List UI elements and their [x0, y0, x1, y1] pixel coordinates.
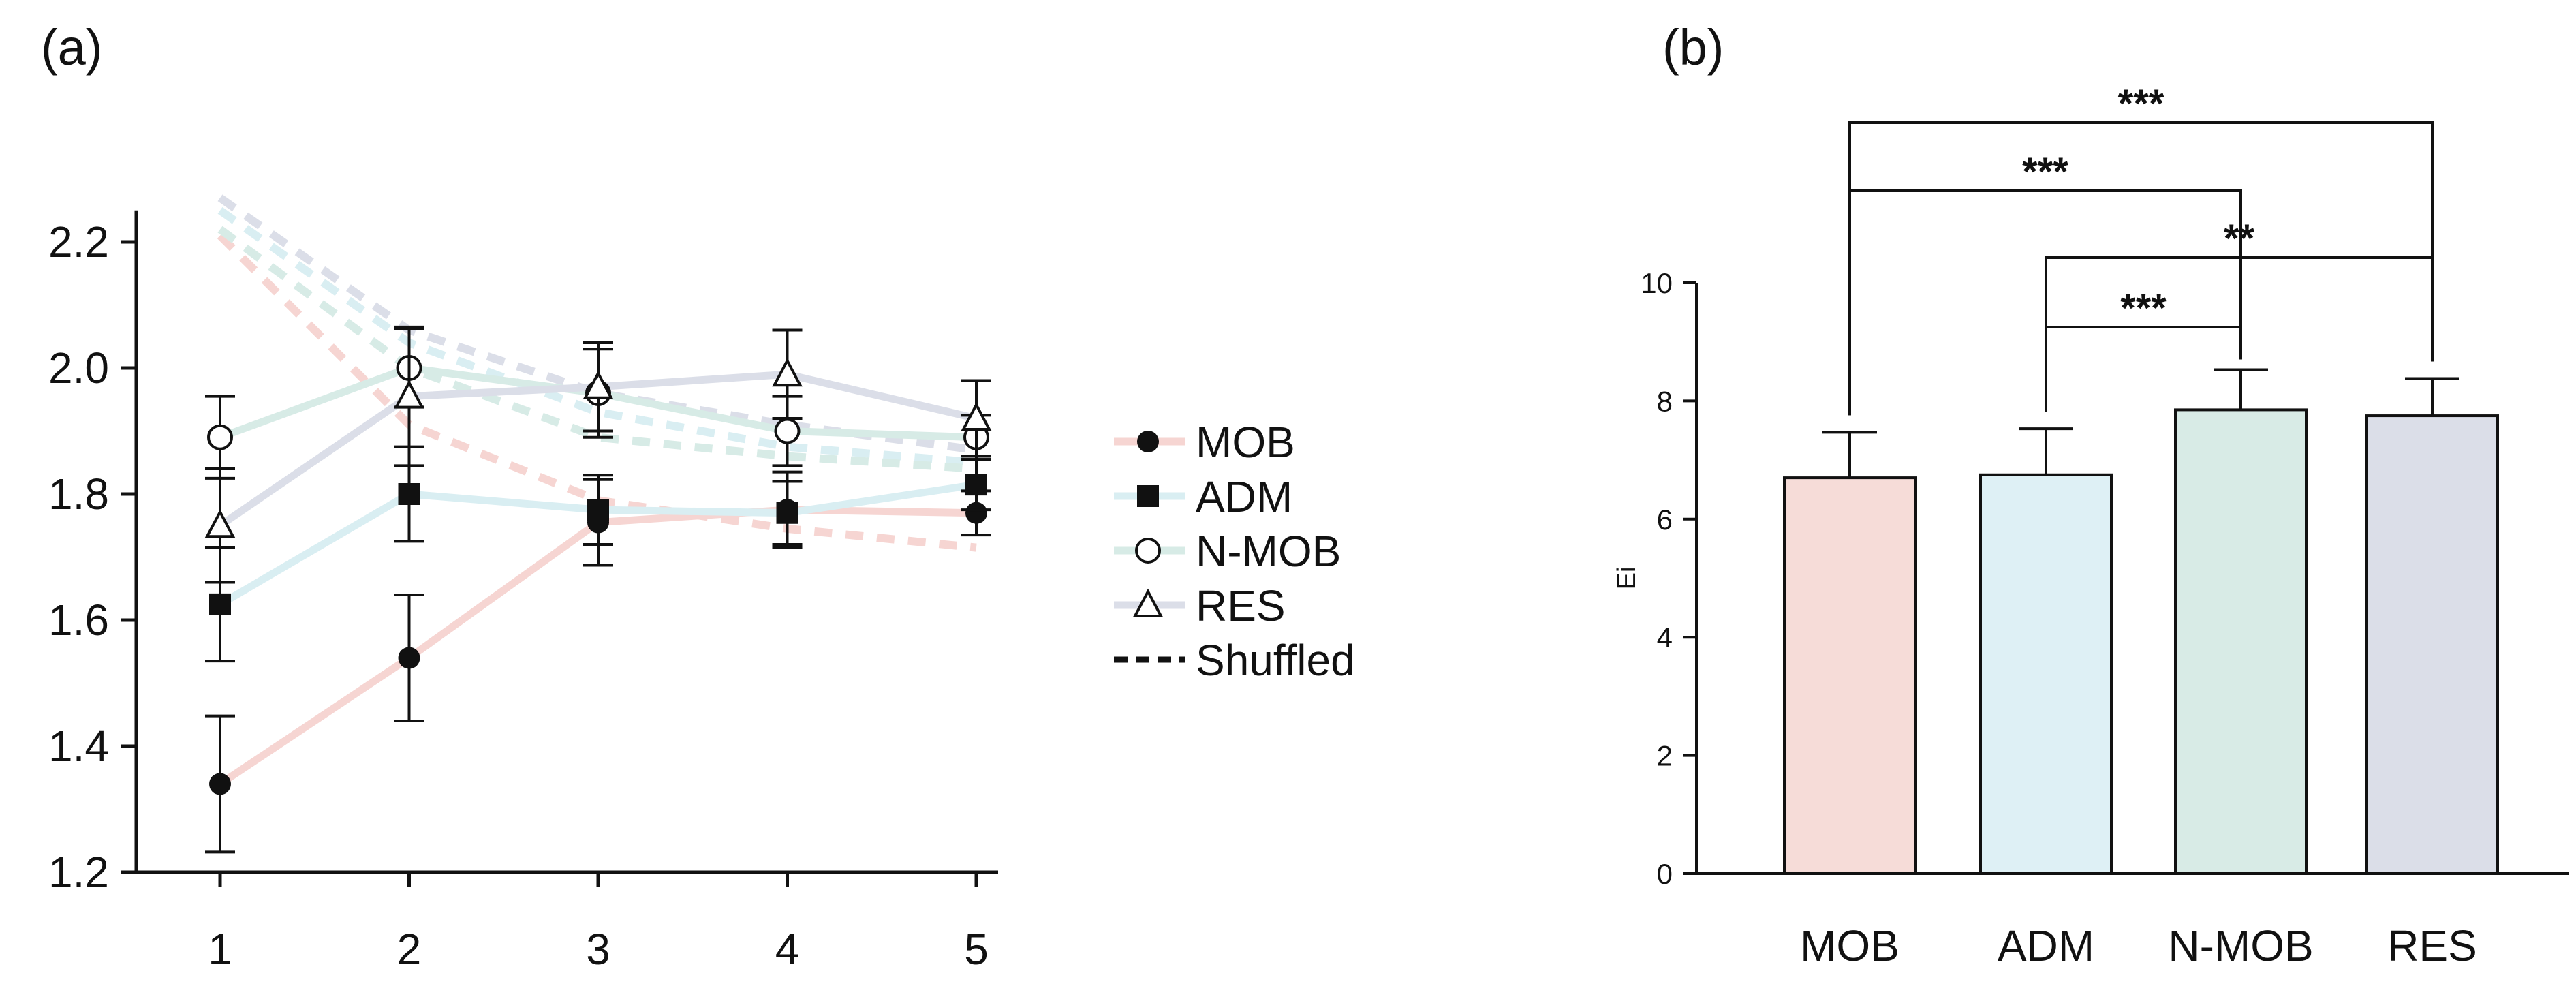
- y-tick-label: 0: [1657, 858, 1673, 890]
- legend-marker-adm: [1137, 485, 1159, 507]
- legend-marker-mob: [1137, 431, 1159, 452]
- data-point-res-5: [961, 401, 992, 431]
- significance-label: ***: [2022, 150, 2068, 194]
- data-point-adm-1: [209, 593, 231, 615]
- y-tick-label: 8: [1657, 385, 1673, 417]
- y-axis-label: Ei: [1613, 567, 1641, 590]
- bar-n-mob: [2174, 408, 2308, 875]
- x-tick-label: 5: [964, 925, 989, 974]
- data-point-res-3: [583, 370, 614, 399]
- bar-res: [2365, 414, 2499, 875]
- x-tick-label: 3: [586, 925, 610, 974]
- panel-a-line-chart: (a) 1.2 1.4 1.6 1.8 2.0 2.2 1 2 3 4 5 MOB ADM N-MOB R…: [41, 19, 1355, 974]
- legend-label-mob: MOB: [1196, 418, 1295, 467]
- data-point-res-4: [772, 357, 803, 387]
- data-point-res-2: [394, 380, 424, 409]
- legend-label-n-mob: N-MOB: [1196, 527, 1341, 576]
- legend-marker-res: [1132, 588, 1164, 617]
- x-category-label-mob: MOB: [1800, 921, 1899, 970]
- y-tick-label: 2.2: [48, 217, 109, 266]
- data-point-adm-2: [398, 483, 420, 505]
- significance-label: **: [2224, 217, 2255, 261]
- data-point-adm-3: [587, 499, 609, 521]
- panel-b-plot-area: [1783, 368, 2499, 875]
- x-tick-label: 1: [208, 925, 232, 974]
- y-tick-label: 2.0: [48, 343, 109, 392]
- significance-label: ***: [2118, 82, 2164, 126]
- legend-label-shuffled: Shuffled: [1196, 636, 1355, 685]
- x-tick-label: 4: [775, 925, 800, 974]
- data-point-n-mob-4: [774, 418, 801, 444]
- panel-a-label: (a): [41, 19, 102, 76]
- significance-label: ***: [2120, 286, 2167, 330]
- y-tick-label: 6: [1657, 504, 1673, 536]
- bar-mob: [1783, 476, 1917, 875]
- data-point-n-mob-1: [207, 424, 233, 450]
- significance-bracket: [1848, 189, 2242, 416]
- significance-bracket: [2045, 326, 2242, 412]
- y-tick-label: 4: [1657, 621, 1673, 653]
- y-tick-label: 1.8: [48, 469, 109, 519]
- significance-bracket: [2045, 256, 2434, 412]
- y-tick-label: 2: [1657, 740, 1673, 772]
- x-category-label-adm: ADM: [1998, 921, 2094, 970]
- y-tick-label: 1.6: [48, 596, 109, 645]
- legend-marker-n-mob: [1135, 538, 1161, 564]
- legend-label-res: RES: [1196, 581, 1286, 630]
- y-tick-label: 1.4: [48, 722, 109, 771]
- x-tick-label: 2: [397, 925, 422, 974]
- data-point-adm-4: [776, 502, 798, 524]
- bar-adm: [1979, 473, 2113, 875]
- panel-b-axes: MOB ADM N-MOB RES 0 2 4 6 8 10 Ei: [1613, 267, 2569, 970]
- panel-a-axes: 1.2 1.4 1.6 1.8 2.0 2.2 1 2 3 4 5: [48, 210, 998, 974]
- y-tick-label: 1.2: [48, 848, 109, 897]
- panel-a-plot-area: [204, 194, 992, 854]
- panel-b-significance-brackets: ***********: [1848, 82, 2434, 416]
- y-tick-label: 10: [1641, 267, 1673, 299]
- panel-b-label: (b): [1662, 19, 1724, 76]
- data-point-mob-2: [398, 647, 420, 669]
- x-category-label-res: RES: [2387, 921, 2477, 970]
- data-point-mob-1: [209, 773, 231, 795]
- data-point-res-1: [204, 508, 236, 538]
- data-point-mob-5: [965, 502, 987, 524]
- legend-label-adm: ADM: [1196, 472, 1292, 521]
- significance-bracket: [1848, 121, 2434, 416]
- data-point-adm-5: [965, 474, 987, 496]
- panel-a-legend: MOB ADM N-MOB RES Shuffled: [1114, 418, 1355, 685]
- x-category-label-n-mob: N-MOB: [2168, 921, 2313, 970]
